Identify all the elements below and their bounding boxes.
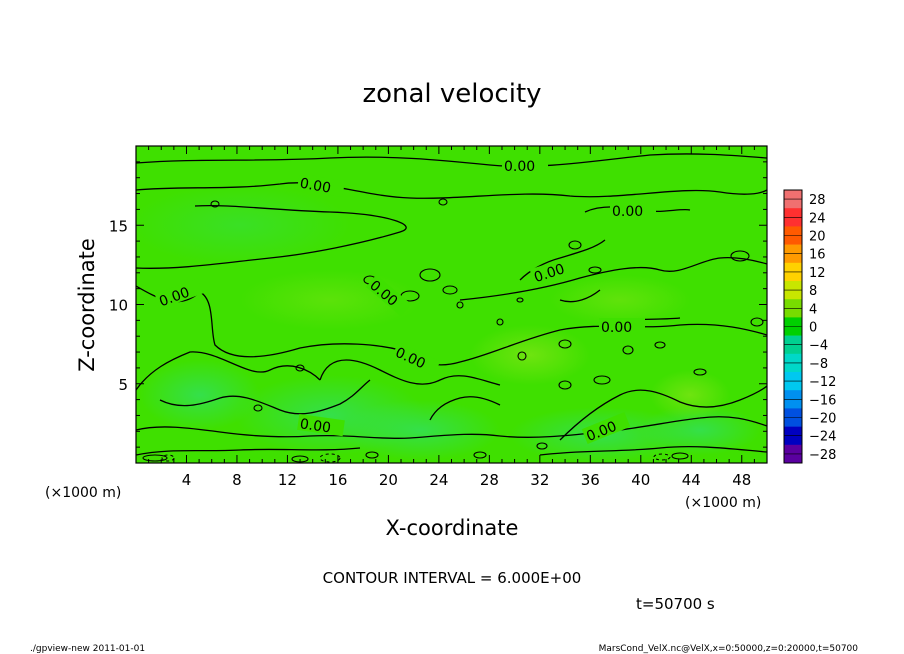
contour-interval-text: CONTOUR INTERVAL = 6.000E+00 [323, 569, 582, 587]
colorbar-label: −12 [809, 375, 836, 390]
colorbar-label: 12 [809, 266, 826, 281]
x-tick-label: 48 [732, 471, 751, 489]
x-axis: 4 8 12 16 20 24 28 32 36 40 44 48 [148, 146, 755, 489]
x-axis-unit-right: (×1000 m) [685, 495, 761, 511]
contour-lines [136, 153, 767, 456]
colorbar-label: −24 [809, 430, 836, 445]
contour-label: 0.00 [299, 176, 332, 197]
negative-contours [161, 453, 671, 463]
y-tick-label: 10 [109, 297, 128, 315]
y-tick-label: 5 [118, 376, 128, 394]
x-tick-label: 16 [328, 471, 347, 489]
y-axis-label: Z-coordinate [75, 238, 99, 372]
x-tick-label: 28 [480, 471, 499, 489]
colorbar-label: 20 [809, 230, 826, 245]
colorbar-label: 16 [809, 248, 826, 263]
contour-label: 0.00 [299, 416, 332, 436]
x-axis-unit-left: (×1000 m) [45, 485, 121, 501]
x-tick-label: 8 [232, 471, 242, 489]
x-tick-label: 24 [429, 471, 448, 489]
colorbar-label: 8 [809, 284, 817, 299]
colorbar-label: −20 [809, 412, 836, 427]
time-text: t=50700 s [636, 595, 715, 613]
plot-area [136, 146, 767, 463]
x-tick-label: 4 [182, 471, 192, 489]
contour-label: 0.00 [504, 159, 535, 175]
colorbar-label: 0 [809, 321, 817, 336]
colorbar-label: 24 [809, 211, 826, 226]
contour-labels: 0.00 0.00 0.00 0.00 0.00 0.00 0.00 0.00 … [154, 157, 656, 445]
contour-label: 0.00 [601, 320, 632, 336]
field-shading [136, 185, 760, 463]
colorbar-label: −8 [809, 357, 828, 372]
x-tick-label: 20 [379, 471, 398, 489]
colorbar-label: −4 [809, 339, 828, 354]
x-tick-label: 40 [631, 471, 650, 489]
x-tick-label: 44 [682, 471, 701, 489]
x-tick-label: 36 [581, 471, 600, 489]
footer-left: ./gpview-new 2011-01-01 [30, 644, 145, 654]
x-tick-label: 32 [530, 471, 549, 489]
y-tick-label: 15 [109, 217, 128, 235]
colorbar: 28 24 20 16 12 8 4 0 −4 −8 −12 −16 −20 −24 −28 [783, 189, 836, 464]
colorbar-label: 28 [809, 193, 826, 208]
y-axis: 5 10 15 [109, 161, 767, 448]
footer-right: MarsCond_VelX.nc@VelX,x=0:50000,z=0:2000… [599, 644, 859, 654]
x-tick-label: 12 [278, 471, 297, 489]
colorbar-label: 4 [809, 302, 817, 317]
chart-title: zonal velocity [362, 79, 541, 109]
colorbar-label: −28 [809, 448, 836, 463]
colorbar-label: −16 [809, 393, 836, 408]
x-axis-label: X-coordinate [386, 516, 519, 540]
contour-label: 0.00 [612, 204, 643, 220]
